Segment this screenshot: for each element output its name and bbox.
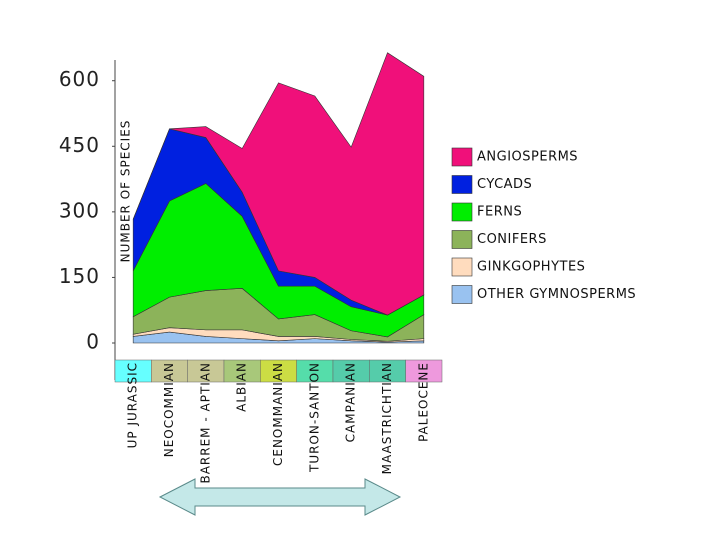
area [132, 52, 425, 316]
x-tick-label: ALBIAN [235, 362, 249, 412]
x-tick-label: PALEOCENE [416, 362, 430, 442]
legend-label: FERNS [477, 205, 522, 220]
y-tick-label: 150 [59, 264, 100, 288]
legend-swatch [451, 175, 473, 194]
legend-label: CONIFERS [477, 232, 547, 247]
y-tick-label: 450 [59, 133, 100, 157]
legend-swatch [451, 257, 473, 277]
y-tick-label: 600 [59, 67, 100, 91]
x-tick-label: CENOMMANIAN [271, 362, 285, 466]
x-tick-label: TURON-SANTON [307, 362, 321, 473]
legend-label: GINKGOPHYTES [477, 260, 585, 275]
legend-label: OTHER GYMNOSPERMS [477, 287, 636, 302]
legend-swatch [451, 147, 473, 167]
y-tick-label: 300 [59, 198, 100, 222]
y-tick-label: 0 [86, 330, 100, 354]
x-tick-label: NEOCOMMIAN [162, 362, 176, 457]
legend-swatch [451, 285, 473, 304]
x-tick-label: BARREM - APTIAN [198, 362, 212, 484]
era-arrow [158, 478, 402, 516]
x-tick-label: UP JURASSIC [126, 362, 140, 448]
legend-swatch [451, 230, 473, 249]
x-tick-label: CAMPANIAN [344, 362, 358, 442]
y-axis-label: NUMBER OF SPECIES [119, 120, 133, 263]
legend-label: ANGIOSPERMS [477, 150, 578, 165]
legend-swatch [451, 202, 473, 222]
era-band [405, 359, 443, 383]
legend-label: CYCADS [477, 177, 532, 192]
x-tick-label: MAASTRICHTIAN [380, 362, 394, 474]
